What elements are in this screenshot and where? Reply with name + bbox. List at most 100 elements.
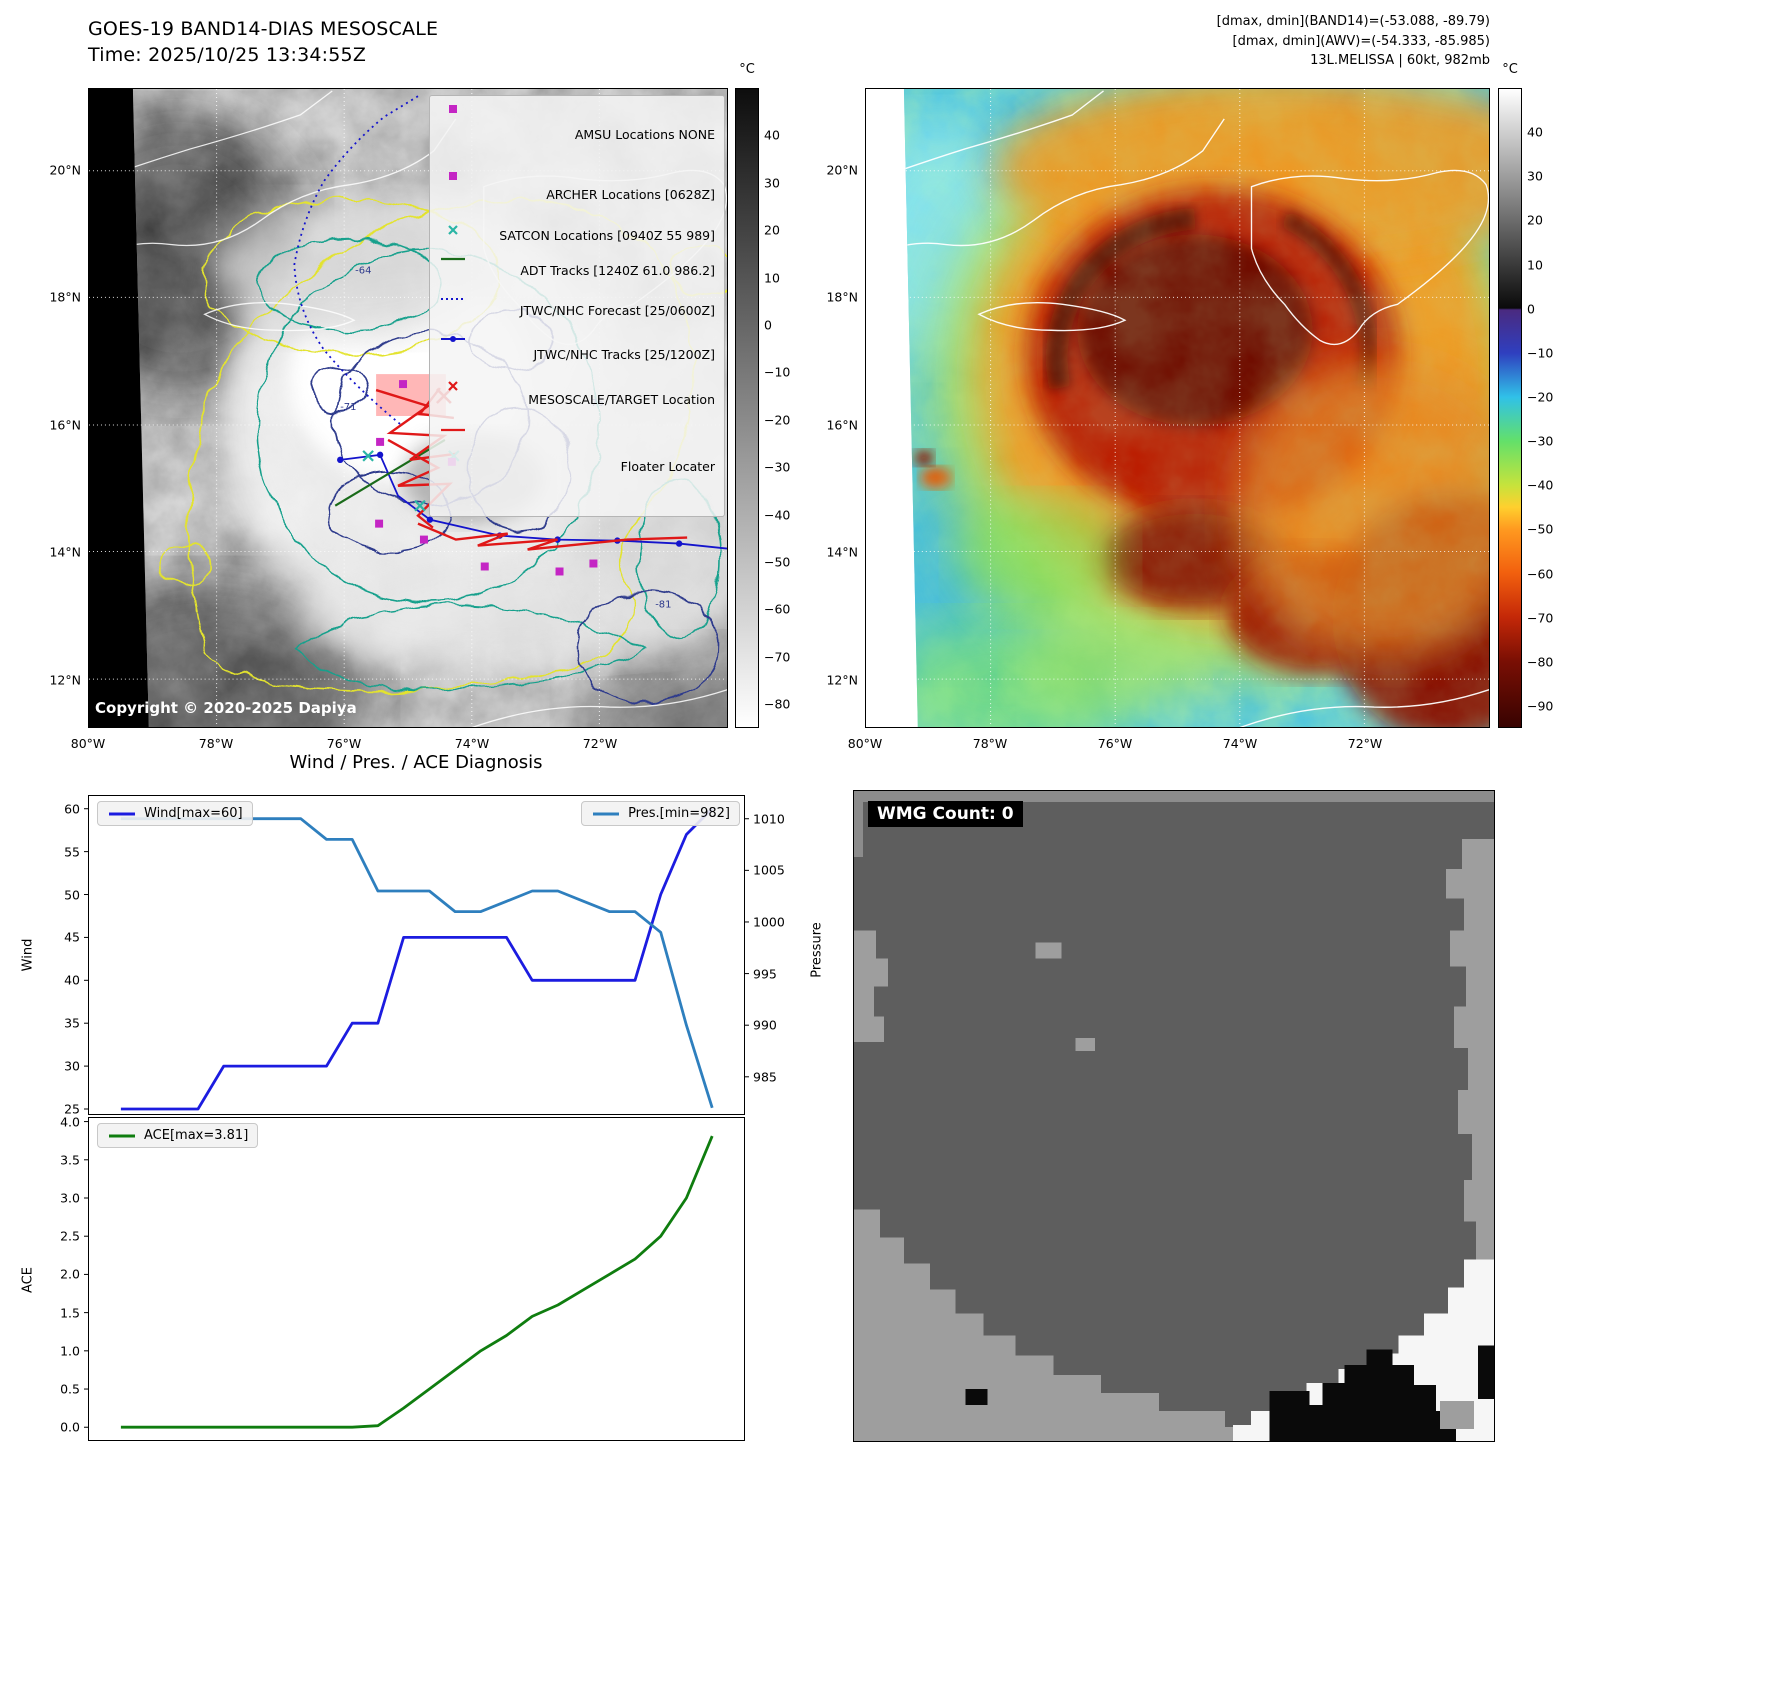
lat-tick-label: 18°N	[826, 289, 858, 305]
colorbar-tick-label: −80	[1527, 654, 1554, 670]
y-tick-label: 995	[753, 966, 777, 982]
lat-tick-label: 12°N	[49, 672, 81, 688]
band14-title-line1: GOES-19 BAND14-DIAS MESOSCALE	[88, 18, 439, 40]
ace-chart: ACE[max=3.81]	[84, 1117, 745, 1441]
lon-tick-label: 80°W	[70, 736, 106, 751]
lon-tick-label: 76°W	[1097, 736, 1133, 751]
wind-axis-label: Wind	[20, 938, 36, 972]
y-tick-label: 985	[753, 1069, 777, 1085]
ace-axis-label: ACE	[20, 1267, 36, 1293]
legend-item-label: JTWC/NHC Forecast [25/0600Z]	[519, 303, 715, 319]
lon-tick-label: 72°W	[582, 736, 618, 751]
lon-tick-label: 78°W	[198, 736, 234, 751]
colorbar-tick-label: 0	[1527, 301, 1535, 317]
y-tick-label: 55	[64, 844, 80, 860]
jtwc-forecast-track	[293, 94, 421, 425]
wmg-light-gray-regions	[854, 838, 1494, 1441]
legend-item: ADT Tracks [1240Z 61.0 986.2]	[439, 252, 715, 289]
legend-marker-x-red	[448, 381, 458, 391]
y-tick-label: 30	[64, 1058, 80, 1074]
band14-title-line2: Time: 2025/10/25 13:34:55Z	[88, 44, 367, 66]
y-tick-label: 4.0	[60, 1114, 80, 1130]
colorbar-tick-label: 10	[1527, 257, 1543, 273]
legend-marker-line-darkgreen	[441, 258, 465, 261]
grid-lines	[866, 89, 1489, 727]
lat-tick-label: 20°N	[826, 162, 858, 178]
y-tick-label: 1.0	[60, 1343, 80, 1359]
legend-line-swatch	[593, 812, 620, 815]
y-tick-label: 25	[64, 1101, 80, 1117]
chart-legend-label: ACE[max=3.81]	[144, 1128, 249, 1143]
chart-legend: Pres.[min=982]	[581, 801, 740, 826]
y-tick-label: 35	[64, 1015, 80, 1031]
legend-line-swatch	[109, 1134, 135, 1137]
colorbar-tick-label: −50	[764, 554, 791, 570]
wmg-count-label: WMG Count: 0	[868, 801, 1023, 827]
copyright-text: Copyright © 2020-2025 Dapiya	[95, 699, 357, 717]
awv-header-line2: [dmax, dmin](AWV)=(-54.333, -85.985)	[1232, 33, 1490, 49]
legend-marker-x-teal	[448, 224, 458, 235]
legend-item: ARCHER Locations [0628Z]	[439, 169, 715, 219]
pressure-axis-label: Pressure	[809, 922, 825, 978]
lat-tick-label: 12°N	[826, 672, 858, 688]
chart-legend-label: Wind[max=60]	[144, 806, 243, 821]
y-tick-label: 2.5	[60, 1228, 80, 1244]
legend-marker-dotted-blue	[441, 298, 465, 301]
legend-item-label: ARCHER Locations [0628Z]	[546, 186, 715, 202]
y-tick-label: 40	[64, 972, 80, 988]
awv-header: [dmax, dmin](BAND14)=(-53.088, -89.79) […	[1000, 12, 1490, 71]
y-tick-label: 0.0	[60, 1419, 80, 1435]
legend-item: SATCON Locations [0940Z 55 989]	[439, 223, 715, 250]
storm-tracks	[293, 94, 727, 576]
awv-colorbar	[1498, 88, 1522, 728]
legend-item-label: JTWC/NHC Tracks [25/1200Z]	[533, 346, 715, 362]
lat-tick-label: 16°N	[826, 417, 858, 433]
colorbar-tick-label: 20	[764, 222, 780, 238]
y-tick-label: 1000	[753, 914, 785, 930]
colorbar-tick-label: −20	[764, 412, 791, 428]
wmg-black-blobs	[965, 1345, 1494, 1441]
colorbar-tick-label: −30	[1527, 433, 1554, 449]
awv-satellite-image	[866, 89, 1489, 727]
y-tick-label: 1.5	[60, 1305, 80, 1321]
series-line	[120, 807, 714, 1111]
colorbar-tick-label: −20	[1527, 389, 1554, 405]
colorbar-tick-label: −60	[1527, 566, 1554, 582]
band14-colorbar-unit: °C	[739, 62, 755, 77]
y-tick-label: 3.5	[60, 1152, 80, 1168]
colorbar-tick-label: −90	[1527, 698, 1554, 714]
legend-marker-square-magenta	[449, 172, 457, 181]
colorbar-tick-label: 30	[1527, 168, 1543, 184]
awv-header-line1: [dmax, dmin](BAND14)=(-53.088, -89.79)	[1216, 14, 1490, 29]
colorbar-tick-label: −60	[764, 601, 791, 617]
colorbar-tick-label: −30	[764, 459, 791, 475]
colorbar-tick-label: 30	[764, 175, 780, 191]
coastlines	[903, 90, 1489, 727]
colorbar-tick-label: −80	[764, 696, 791, 712]
legend-item: AMSU Locations NONE	[439, 102, 715, 166]
legend-item-label: SATCON Locations [0940Z 55 989]	[499, 228, 715, 244]
y-tick-label: 45	[64, 929, 80, 945]
chart-legend: ACE[max=3.81]	[97, 1123, 259, 1148]
lon-tick-label: 74°W	[1222, 736, 1258, 751]
y-tick-label: 1005	[753, 862, 785, 878]
y-tick-label: 50	[64, 887, 80, 903]
svg-text:-81: -81	[655, 599, 671, 610]
series-line	[120, 817, 714, 1109]
svg-text:-71: -71	[340, 402, 356, 413]
series-line	[120, 1135, 714, 1429]
adt-track	[334, 438, 446, 507]
y-tick-label: 1010	[753, 811, 785, 827]
legend-item: JTWC/NHC Forecast [25/0600Z]	[439, 292, 715, 329]
wind-pressure-chart: Wind[max=60] Pres.[min=982]	[84, 795, 749, 1115]
colorbar-tick-label: −70	[1527, 610, 1554, 626]
y-tick-label: 990	[753, 1017, 777, 1033]
legend-item-label: MESOSCALE/TARGET Location	[528, 392, 715, 407]
lat-tick-label: 18°N	[49, 289, 81, 305]
colorbar-tick-label: −40	[1527, 477, 1554, 493]
legend-marker-line-red	[441, 428, 465, 432]
awv-colorbar-unit: °C	[1502, 62, 1518, 77]
wmg-panel: WMG Count: 0	[853, 790, 1495, 1442]
colorbar-tick-label: −40	[764, 507, 791, 523]
colorbar-tick-label: −70	[764, 649, 791, 665]
